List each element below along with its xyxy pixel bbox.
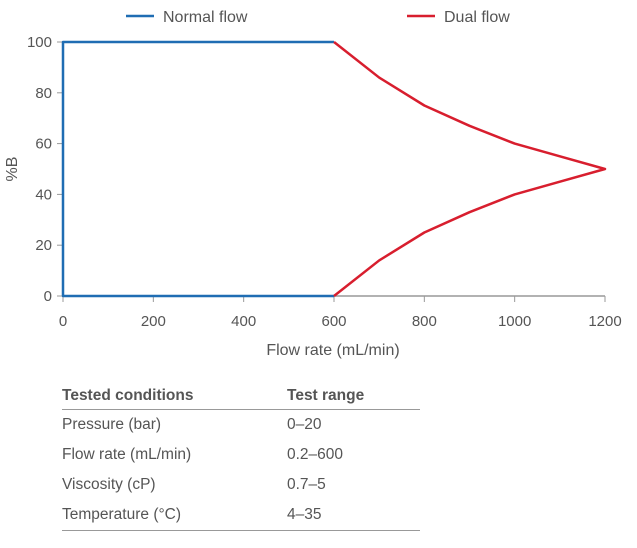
normal-flow-line (61, 40, 334, 298)
y-axis-label: %B (4, 157, 21, 182)
x-tick-label: 400 (231, 313, 256, 330)
x-tick-label: 600 (321, 313, 346, 330)
condition-cell: Temperature (°C) (62, 506, 182, 523)
test-conditions-table: Tested conditions Test range Pressure (b… (62, 383, 420, 531)
normal-flow-legend-label: Normal flow (163, 9, 248, 26)
x-tick-label: 200 (141, 313, 166, 330)
range-cell: 0.2–600 (287, 446, 344, 463)
dual-flow-legend-label: Dual flow (444, 9, 510, 26)
chart: 0 200 400 600 800 1000 1200 0 20 40 60 80 100 Flow ra… (4, 9, 622, 359)
x-tick-label: 1200 (588, 313, 621, 330)
table-row: Pressure (bar) 0–20 (62, 410, 420, 440)
table-row: Flow rate (mL/min) 0.2–600 (62, 440, 420, 470)
condition-cell: Viscosity (cP) (62, 476, 156, 493)
range-cell: 4–35 (287, 506, 322, 523)
range-cell: 0–20 (287, 416, 322, 433)
table-row: Viscosity (cP) 0.7–5 (62, 470, 420, 500)
x-tick-label: 0 (59, 313, 67, 330)
x-tick-label: 1000 (498, 313, 531, 330)
x-tick-label: 800 (412, 313, 437, 330)
y-tick-label: 80 (35, 85, 52, 102)
condition-cell: Pressure (bar) (62, 416, 162, 433)
y-tick-label: 0 (44, 288, 52, 305)
x-axis-label: Flow rate (mL/min) (266, 342, 399, 359)
header-range: Test range (287, 387, 365, 404)
y-tick-label: 60 (35, 136, 52, 153)
dual-flow-line (333, 41, 607, 297)
condition-cell: Flow rate (mL/min) (62, 446, 192, 463)
table-row: Temperature (°C) 4–35 (62, 500, 420, 531)
table-header: Tested conditions Test range (62, 383, 420, 410)
range-cell: 0.7–5 (287, 476, 326, 493)
header-conditions: Tested conditions (62, 387, 194, 404)
y-tick-label: 40 (35, 186, 52, 203)
y-tick-label: 20 (35, 237, 52, 254)
y-tick-label: 100 (27, 34, 52, 51)
